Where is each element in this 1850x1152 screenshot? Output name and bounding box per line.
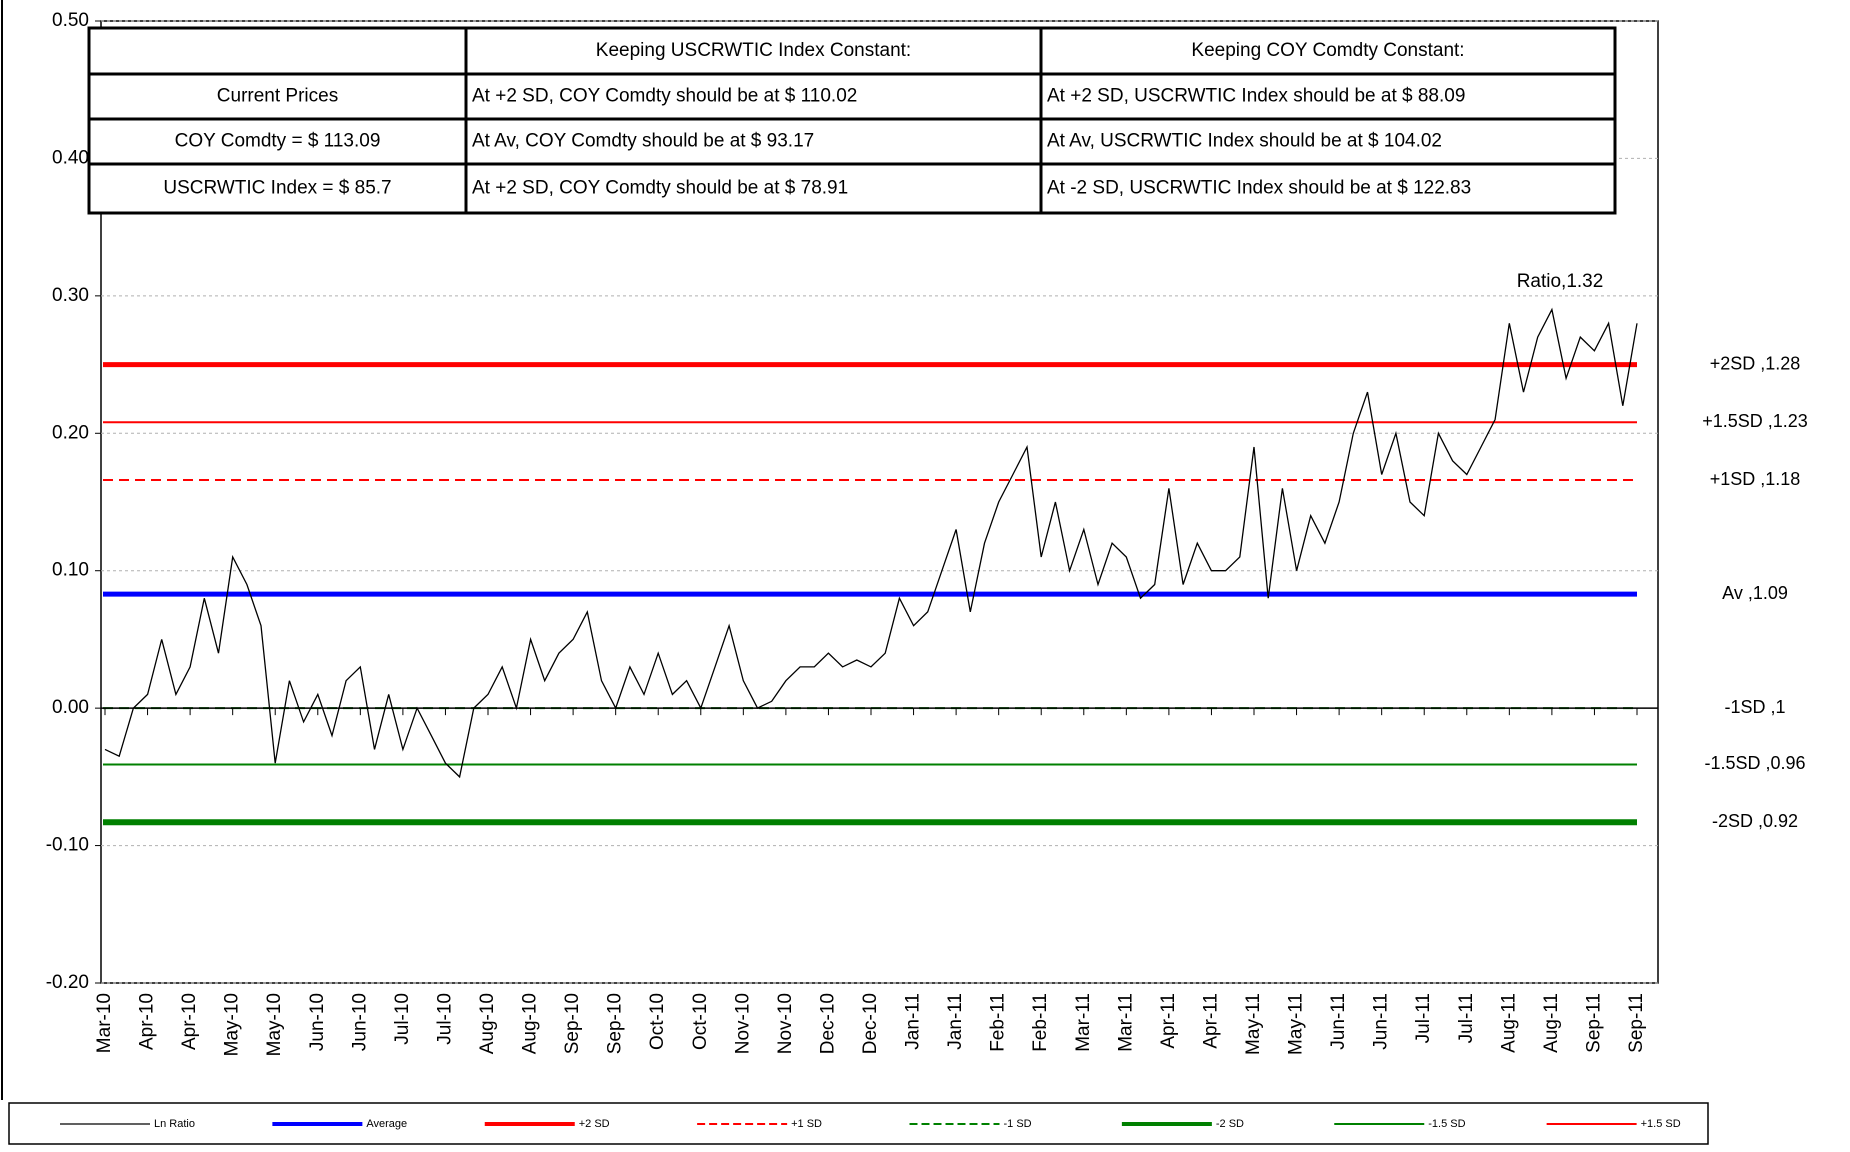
reference-label: -2SD ,0.92	[1712, 811, 1798, 831]
data-line	[104, 307, 1638, 779]
x-tick-label: May-11	[1286, 993, 1307, 1055]
table-text: COY Comdty = $ 113.09	[175, 131, 381, 152]
legend-label: -1 SD	[1004, 1118, 1032, 1130]
x-tick-label: Nov-10	[732, 993, 753, 1054]
reference-label: -1SD ,1	[1724, 697, 1785, 717]
x-tick-label: May-11	[1243, 993, 1264, 1055]
x-tick-label: Aug-11	[1541, 993, 1562, 1053]
x-tick-label: Oct-10	[647, 993, 668, 1050]
x-tick-label: Apr-10	[179, 993, 200, 1050]
table-text: At +2 SD, USCRWTIC Index should be at $ …	[1047, 86, 1465, 107]
table-cell	[87, 26, 468, 76]
table-cell	[87, 162, 468, 215]
reference-label: Av ,1.09	[1722, 583, 1788, 603]
table-text: At +2 SD, COY Comdty should be at $ 110.…	[472, 86, 857, 107]
table-cell	[1039, 26, 1617, 76]
x-tick-label: Apr-11	[1200, 993, 1221, 1049]
table-cell	[464, 162, 1043, 215]
x-tick-label: Aug-10	[477, 993, 498, 1054]
x-tick-label: Aug-11	[1498, 993, 1519, 1053]
legend-label: +2 SD	[579, 1118, 610, 1130]
x-tick-label: Sep-10	[605, 993, 626, 1054]
x-tick-label: Apr-10	[137, 993, 158, 1050]
legend-label: Ln Ratio	[154, 1118, 195, 1130]
y-tick-label: 0.10	[52, 560, 89, 581]
legend-label: +1 SD	[791, 1118, 822, 1130]
table-cell	[1039, 117, 1617, 166]
x-tick-label: Sep-11	[1583, 993, 1604, 1053]
x-tick-label: Jan-11	[903, 993, 924, 1050]
y-tick-label: -0.10	[46, 835, 89, 856]
y-tick-label: 0.50	[52, 10, 89, 31]
x-tick-label: Feb-11	[1030, 993, 1051, 1052]
y-tick-label: 0.20	[52, 422, 89, 443]
table-cell	[464, 72, 1043, 121]
x-tick-label: Jul-10	[392, 993, 413, 1045]
y-tick-label: 0.30	[52, 285, 89, 306]
x-tick-label: Jun-10	[307, 993, 328, 1051]
x-tick-label: Dec-10	[860, 993, 881, 1054]
table-cell	[1039, 72, 1617, 121]
table-cell	[1039, 162, 1617, 215]
table-cell	[464, 26, 1043, 76]
x-tick-label: Mar-11	[1073, 993, 1094, 1052]
reference-label: -1.5SD ,0.96	[1704, 753, 1805, 773]
x-tick-label: Aug-10	[520, 993, 541, 1054]
y-tick-label: -0.20	[46, 972, 89, 993]
x-tick-label: May-10	[222, 993, 243, 1056]
x-tick-label: Dec-10	[817, 993, 838, 1054]
reference-label: +1SD ,1.18	[1710, 469, 1801, 489]
table-cell	[87, 117, 468, 166]
x-tick-label: Jul-10	[434, 993, 455, 1045]
table-text: USCRWTIC Index = $ 85.7	[163, 178, 391, 199]
x-tick-label: Feb-11	[988, 993, 1009, 1052]
table-text: Keeping USCRWTIC Index Constant:	[596, 40, 911, 61]
x-tick-label: Jul-11	[1413, 993, 1434, 1043]
x-tick-label: Sep-11	[1626, 993, 1647, 1053]
x-tick-label: May-10	[264, 993, 285, 1056]
x-tick-label: Jan-11	[945, 993, 966, 1050]
x-tick-label: Jun-11	[1371, 993, 1392, 1050]
x-tick-label: Jun-10	[349, 993, 370, 1051]
x-tick-label: Jul-11	[1456, 993, 1477, 1043]
x-tick-label: Jun-11	[1328, 993, 1349, 1050]
table-text: Current Prices	[217, 86, 338, 107]
table-text: At -2 SD, USCRWTIC Index should be at $ …	[1047, 178, 1471, 199]
legend-label: Average	[366, 1118, 407, 1130]
plot-area	[100, 20, 1659, 984]
x-tick-label: Mar-10	[94, 993, 115, 1053]
table-text: Keeping COY Comdty Constant:	[1191, 40, 1464, 61]
legend-label: +1.5 SD	[1641, 1118, 1681, 1130]
reference-label: +1.5SD ,1.23	[1702, 411, 1808, 431]
table-text: At Av, USCRWTIC Index should be at $ 104…	[1047, 131, 1442, 152]
x-tick-label: Apr-11	[1158, 993, 1179, 1049]
x-tick-label: Nov-10	[775, 993, 796, 1054]
reference-label: +2SD ,1.28	[1710, 353, 1801, 373]
annotation: Ratio,1.32	[1517, 271, 1604, 292]
y-tick-label: 0.00	[52, 697, 89, 718]
table-text: At +2 SD, COY Comdty should be at $ 78.9…	[472, 178, 848, 199]
legend-label: -1.5 SD	[1428, 1118, 1465, 1130]
legend-label: -2 SD	[1216, 1118, 1244, 1130]
x-tick-label: Sep-10	[562, 993, 583, 1054]
x-tick-label: Mar-11	[1115, 993, 1136, 1052]
y-tick-label: 0.40	[52, 147, 89, 168]
table-cell	[87, 72, 468, 121]
x-tick-label: Oct-10	[690, 993, 711, 1050]
table-text: At Av, COY Comdty should be at $ 93.17	[472, 131, 814, 152]
